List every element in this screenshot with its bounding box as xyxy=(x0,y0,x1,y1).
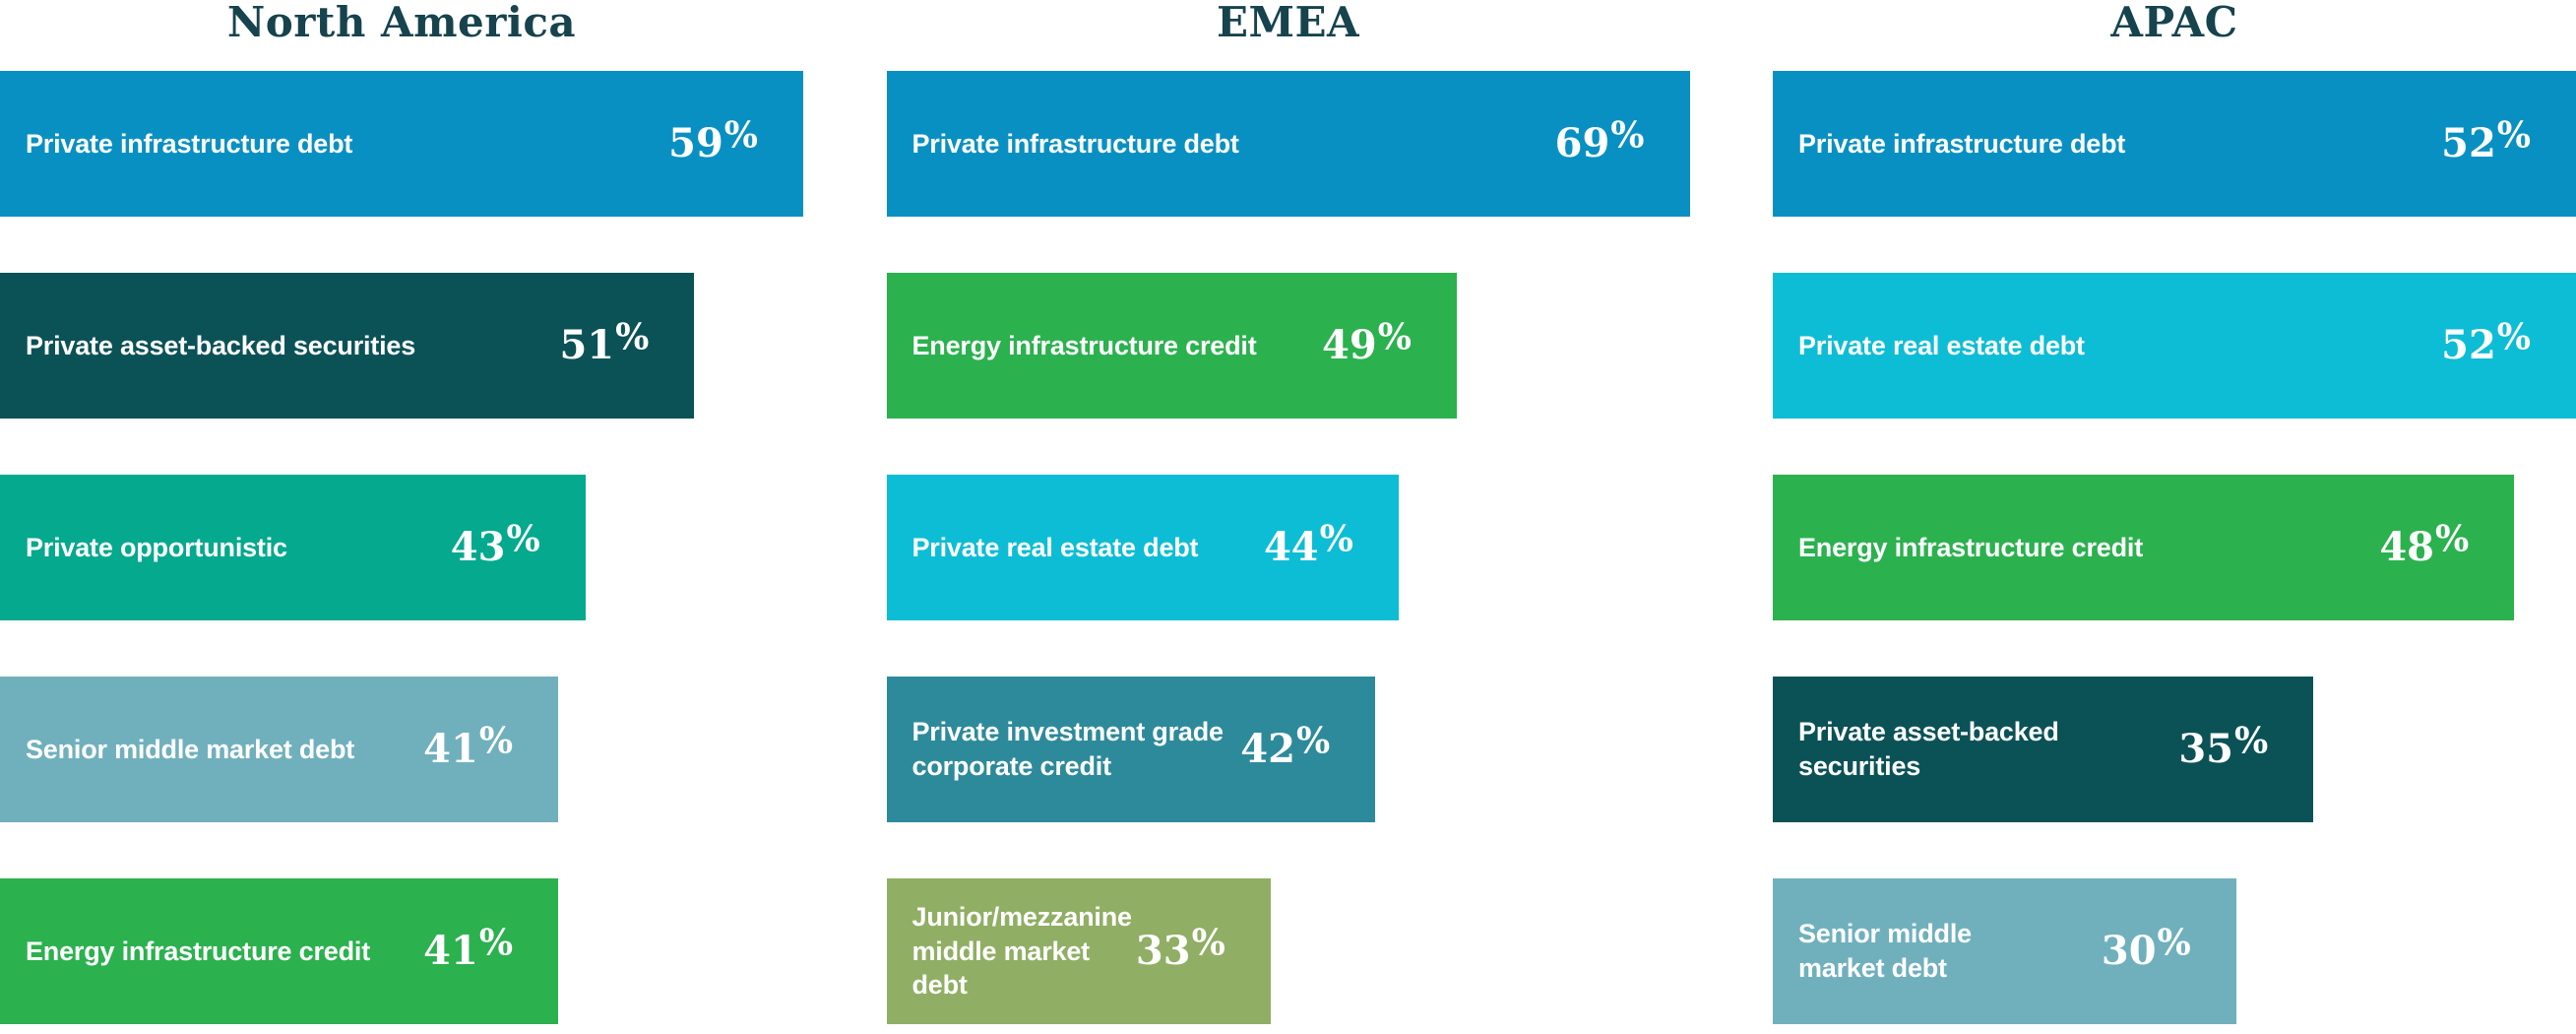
bar-value-number: 42 xyxy=(1240,726,1295,772)
bar-label: Energy infrastructure credit xyxy=(1798,532,2144,562)
percent-sign: % xyxy=(2496,114,2531,157)
percent-sign: % xyxy=(1191,922,1225,964)
bar-value: 41% xyxy=(423,926,513,971)
percent-sign: % xyxy=(615,316,650,358)
bar-value-number: 69 xyxy=(1554,120,1610,166)
percent-sign: % xyxy=(478,720,514,762)
bar-value-number: 48 xyxy=(2379,524,2435,570)
bar-value: 43% xyxy=(451,522,540,567)
bar-value-number: 41 xyxy=(423,928,478,974)
bar-label: Energy infrastructure credit xyxy=(911,330,1257,360)
bar-value: 44% xyxy=(1264,522,1353,567)
percent-sign: % xyxy=(723,114,758,157)
bar-label: Private infrastructure debt xyxy=(1798,128,2126,159)
bar-energy-infrastructure-credit: Energy infrastructure credit 49% xyxy=(886,273,1457,419)
bar-private-asset-backed-securities: Private asset-backed securities 35% xyxy=(1773,677,2314,822)
percent-sign: % xyxy=(2157,922,2191,964)
bar-senior-middle-market-debt: Senior middle market debt 41% xyxy=(0,677,559,822)
bar-junior-mezzanine-middle-market-debt: Junior/mezzanine middle market debt 33% xyxy=(886,878,1271,1024)
bar-private-infrastructure-debt: Private infrastructure debt 69% xyxy=(886,71,1690,217)
bar-value-number: 30 xyxy=(2101,928,2157,974)
bar-energy-infrastructure-credit: Energy infrastructure credit 41% xyxy=(0,878,559,1024)
region-title: EMEA xyxy=(1216,0,1360,46)
region-title: North America xyxy=(226,0,577,46)
bar-value: 35% xyxy=(2178,724,2268,769)
bar-value: 42% xyxy=(1240,724,1330,769)
bar-value: 59% xyxy=(668,118,758,163)
bar-private-real-estate-debt: Private real estate debt 44% xyxy=(886,475,1399,620)
percent-sign: % xyxy=(506,518,540,560)
percent-sign: % xyxy=(2234,720,2269,762)
bar-value-number: 41 xyxy=(423,726,478,772)
percent-sign: % xyxy=(478,922,514,964)
bar-label: Private real estate debt xyxy=(911,532,1199,562)
bar-value: 52% xyxy=(2441,320,2531,365)
bar-private-opportunistic: Private opportunistic 43% xyxy=(0,475,586,620)
bar-value-number: 49 xyxy=(1322,322,1377,368)
bar-label: Private asset-backed securities xyxy=(26,330,416,360)
region-column-emea: EMEA Private infrastructure debt 69% Energy… xyxy=(886,0,1690,1034)
percent-sign: % xyxy=(1295,720,1331,762)
bar-private-asset-backed-securities: Private asset-backed securities 51% xyxy=(0,273,695,419)
bar-value-number: 52 xyxy=(2441,120,2496,166)
percent-sign: % xyxy=(2496,316,2531,358)
bar-value: 52% xyxy=(2441,118,2531,163)
bar-value: 48% xyxy=(2379,522,2469,567)
bar-private-infrastructure-debt: Private infrastructure debt 59% xyxy=(0,71,803,217)
bar-label: Junior/mezzanine middle market debt xyxy=(911,902,1133,1001)
bar-label: Senior middle market debt xyxy=(1798,919,1972,983)
bar-value: 49% xyxy=(1322,320,1412,365)
region-title: APAC xyxy=(2110,0,2238,46)
bar-value-number: 33 xyxy=(1135,928,1191,974)
bar-value: 51% xyxy=(559,320,649,365)
bar-private-infrastructure-debt: Private infrastructure debt 52% xyxy=(1773,71,2576,217)
percent-sign: % xyxy=(1610,114,1645,157)
percent-sign: % xyxy=(1319,518,1353,560)
bar-private-real-estate-debt: Private real estate debt 52% xyxy=(1773,273,2576,419)
bar-private-investment-grade-corporate-credit: Private investment grade corporate credi… xyxy=(886,677,1376,822)
bar-value: 30% xyxy=(2102,926,2191,971)
bar-label: Private infrastructure debt xyxy=(26,128,353,159)
percent-sign: % xyxy=(2435,518,2470,560)
bar-value-number: 52 xyxy=(2441,322,2496,368)
bar-value-number: 43 xyxy=(450,524,506,570)
bar-label: Private asset-backed securities xyxy=(1798,717,2059,781)
region-column-north-america: North America Private infrastructure debt… xyxy=(0,0,803,1034)
bar-value-number: 51 xyxy=(559,322,615,368)
bar-label: Private real estate debt xyxy=(1798,330,2085,360)
bar-value: 33% xyxy=(1136,926,1225,971)
region-column-apac: APAC Private infrastructure debt 52% Privat… xyxy=(1773,0,2576,1034)
bar-label: Private infrastructure debt xyxy=(911,128,1239,159)
percent-sign: % xyxy=(1377,316,1412,358)
bar-value: 69% xyxy=(1555,118,1645,163)
bar-value-number: 44 xyxy=(1263,524,1319,570)
bar-value: 41% xyxy=(423,724,513,769)
bar-label: Private opportunistic xyxy=(26,532,287,562)
bar-senior-middle-market-debt: Senior middle market debt 30% xyxy=(1773,878,2236,1024)
bar-label: Energy infrastructure credit xyxy=(26,936,371,966)
bar-energy-infrastructure-credit: Energy infrastructure credit 48% xyxy=(1773,475,2515,620)
bar-value-number: 35 xyxy=(2178,726,2234,772)
bar-label: Senior middle market debt xyxy=(26,734,355,764)
bar-value-number: 59 xyxy=(668,120,723,166)
bar-label: Private investment grade corporate credi… xyxy=(911,717,1225,781)
